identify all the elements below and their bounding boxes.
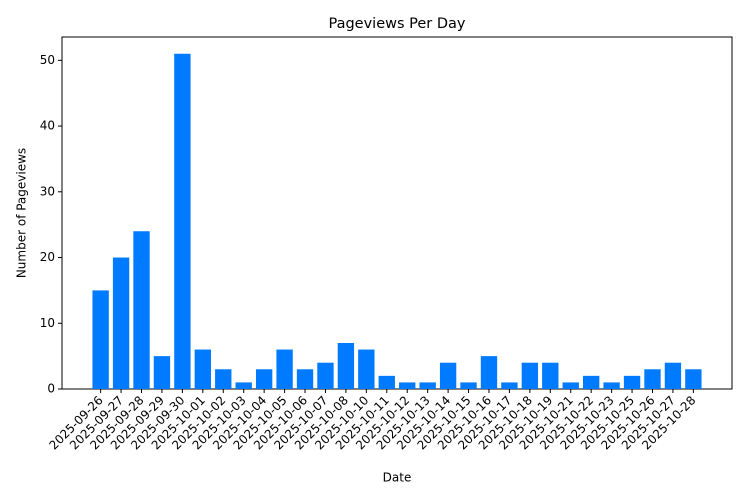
bar: [623, 375, 641, 389]
bar: [378, 375, 395, 389]
bar: [92, 290, 109, 389]
bar: [501, 382, 518, 389]
bar: [358, 349, 375, 389]
y-tick-label: 20: [40, 250, 55, 264]
y-tick-label: 30: [40, 184, 55, 198]
y-axis-label: Number of Pageviews: [15, 148, 29, 278]
bar: [276, 349, 293, 389]
bar: [296, 369, 314, 389]
y-tick-label: 40: [40, 119, 55, 133]
y-tick-label: 10: [40, 316, 55, 330]
bar: [460, 382, 477, 389]
bar: [480, 356, 498, 389]
bar: [562, 382, 579, 389]
bar: [235, 382, 252, 389]
bar: [603, 382, 620, 389]
bar: [174, 53, 191, 390]
bar: [685, 369, 702, 389]
bar: [399, 382, 416, 389]
bar: [112, 257, 130, 389]
plot-frame: [61, 36, 733, 390]
y-tick-label: 50: [40, 53, 55, 67]
bar: [153, 356, 171, 389]
bar: [439, 362, 457, 389]
chart-title: Pageviews Per Day: [328, 16, 465, 32]
bar: [194, 349, 212, 389]
bar: [419, 382, 436, 389]
y-tick-label: 0: [47, 382, 55, 396]
bar: [317, 362, 334, 389]
bar: [215, 369, 232, 389]
bar: [255, 369, 273, 389]
bar: [542, 362, 559, 389]
bar: [582, 375, 600, 389]
bar: [644, 369, 661, 389]
bar: [521, 362, 539, 389]
x-axis-label: Date: [383, 471, 412, 485]
bar: [337, 342, 355, 389]
bar: [133, 231, 150, 389]
bar: [664, 362, 682, 389]
